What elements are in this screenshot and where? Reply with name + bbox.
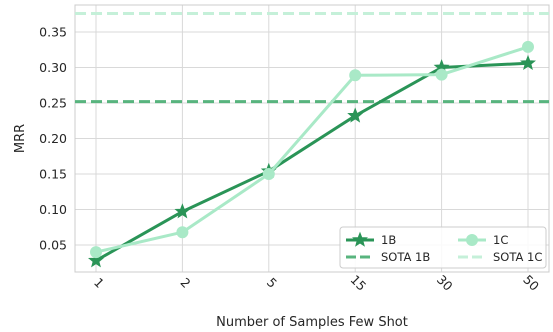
- data-series: [88, 40, 536, 268]
- legend-marker: [466, 234, 478, 246]
- data-point-1B: [520, 54, 536, 71]
- y-tick-label: 0.35: [39, 24, 67, 39]
- y-tick-label: 0.05: [39, 238, 67, 253]
- series-line-1C: [95, 45, 529, 254]
- y-tick-label: 0.30: [39, 60, 67, 75]
- legend-label: SOTA 1C: [493, 250, 542, 264]
- data-point-1C: [522, 40, 534, 53]
- data-point-1C: [176, 226, 189, 239]
- data-point-1C: [435, 68, 448, 81]
- y-axis-ticks: 0.05 0.10 0.15 0.20 0.25 0.30 0.35: [39, 24, 67, 252]
- legend: 1B 1C SOTA 1B SOTA 1C: [339, 226, 547, 269]
- legend-marker: [352, 231, 368, 247]
- data-point-1C: [262, 168, 275, 181]
- x-axis-ticks: 1 2 5 15 30 50: [91, 272, 542, 294]
- y-tick-label: 0.15: [39, 167, 67, 182]
- y-axis-title: MRR: [13, 124, 28, 153]
- y-tick-label: 0.10: [39, 202, 67, 217]
- y-tick-label: 0.25: [39, 95, 67, 110]
- y-tick-label: 0.20: [39, 131, 67, 146]
- reference-lines: [75, 12, 549, 104]
- data-point-1B: [174, 203, 191, 219]
- x-tick-label: 2: [177, 275, 193, 291]
- data-point-1B: [347, 107, 364, 123]
- x-tick-label: 5: [264, 275, 280, 291]
- legend-label: 1B: [381, 233, 396, 247]
- series-line-1B: [95, 61, 529, 262]
- data-point-1C: [90, 246, 102, 259]
- legend-label: 1C: [493, 233, 508, 247]
- x-tick-label: 50: [520, 272, 542, 294]
- x-tick-label: 30: [434, 272, 456, 294]
- legend-box: [339, 226, 547, 269]
- x-axis-title: Number of Samples Few Shot: [216, 315, 408, 330]
- data-point-1B: [88, 252, 104, 268]
- data-point-1C: [349, 69, 362, 82]
- x-tick-label: 15: [347, 272, 369, 294]
- plot-area: [74, 4, 550, 273]
- x-tick-label: 1: [91, 275, 107, 291]
- legend-label: SOTA 1B: [381, 250, 430, 264]
